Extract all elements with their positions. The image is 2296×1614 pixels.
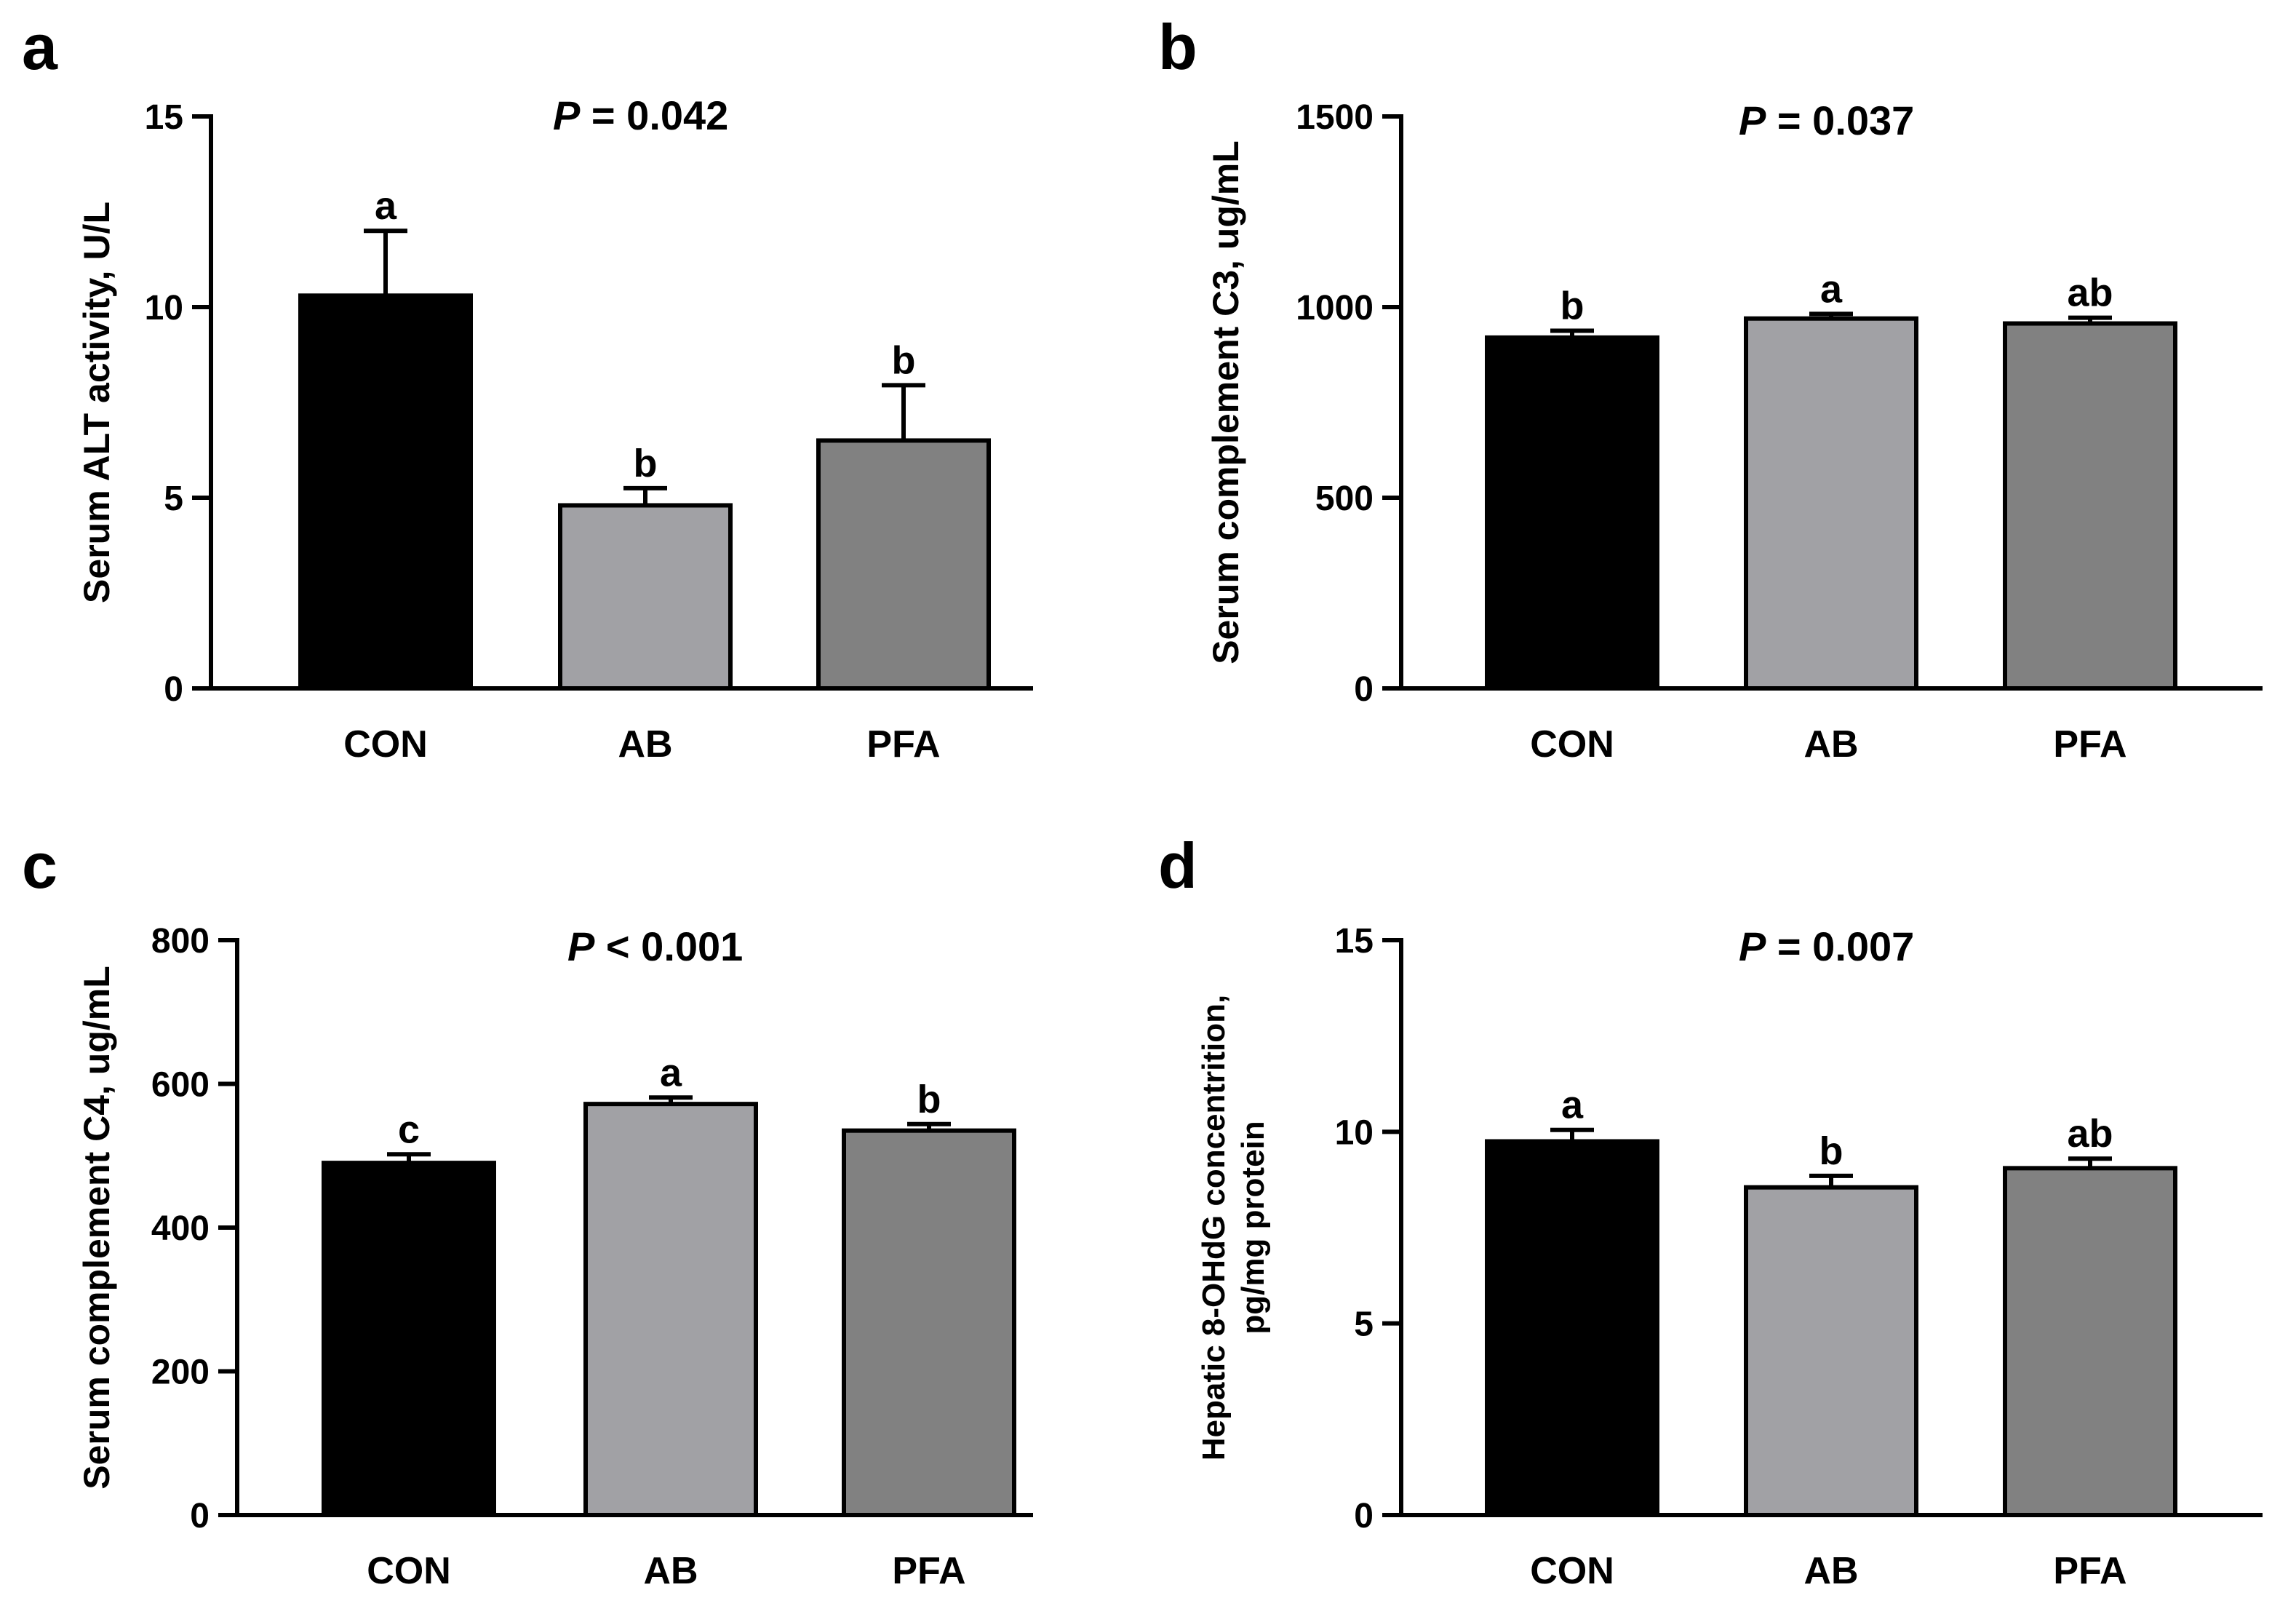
- y-tick-label: 600: [151, 1066, 210, 1105]
- p-value: = 0.007: [1766, 923, 1914, 969]
- y-tick-label: 5: [164, 480, 183, 518]
- significance-label: b: [917, 1078, 941, 1121]
- panel-letter: c: [22, 830, 57, 902]
- significance-label: a: [1820, 267, 1843, 311]
- y-tick-label: 1000: [1296, 289, 1374, 327]
- p-value-label: P = 0.007: [1739, 923, 1914, 969]
- significance-label: b: [892, 338, 916, 382]
- bar-ab: [583, 1102, 758, 1517]
- significance-label: a: [375, 184, 397, 228]
- bar-con: [298, 293, 473, 691]
- y-tick-label: 0: [1354, 1497, 1374, 1535]
- bar-con: [1485, 335, 1659, 691]
- x-category-label: CON: [343, 723, 428, 766]
- chart-panel-d: d 0 5 10 15 Hepatic 8-OHdG concentrition, pg/m…: [1158, 830, 2263, 1592]
- p-value: = 0.037: [1766, 98, 1914, 143]
- y-axis-title: Serum ALT activity, U/L: [76, 202, 117, 603]
- y-tick-label: 200: [151, 1353, 210, 1392]
- significance-label: ab: [2067, 271, 2113, 315]
- significance-label: a: [660, 1051, 682, 1094]
- x-category-label: PFA: [866, 723, 940, 766]
- y-tick-label: 400: [151, 1209, 210, 1248]
- significance-label: ab: [2067, 1112, 2113, 1156]
- p-value-label: P = 0.042: [553, 92, 728, 138]
- chart-panel-a: a 0 5 10 15 Serum ALT activity, U/L P = 0.042 a…: [22, 11, 1033, 766]
- x-category-label: CON: [367, 1550, 451, 1592]
- p-symbol: P: [553, 92, 581, 138]
- x-category-label: PFA: [892, 1550, 965, 1592]
- p-symbol: P: [1739, 98, 1766, 143]
- x-category-label: AB: [1803, 1550, 1858, 1592]
- x-category-label: AB: [1803, 723, 1858, 766]
- p-value-label: P = 0.037: [1739, 98, 1914, 143]
- x-category-label: PFA: [2053, 1550, 2126, 1592]
- y-tick-label: 500: [1315, 480, 1374, 518]
- bar-con: [1485, 1139, 1659, 1517]
- y-tick-label: 0: [190, 1497, 210, 1535]
- y-tick-label: 10: [145, 289, 183, 327]
- significance-label: b: [1819, 1129, 1843, 1173]
- x-category-label: PFA: [2053, 723, 2126, 766]
- y-tick-label: 5: [1354, 1305, 1374, 1344]
- p-value-label: P < 0.001: [567, 923, 743, 969]
- y-tick-label: 15: [1335, 922, 1374, 961]
- x-category-label: CON: [1530, 1550, 1614, 1592]
- significance-label: b: [1560, 284, 1585, 327]
- bar-pfa: [2003, 1166, 2177, 1518]
- significance-label: b: [634, 442, 658, 485]
- significance-label: a: [1561, 1084, 1584, 1127]
- y-tick-label: 0: [1354, 670, 1374, 709]
- y-axis-title: pg/mg protein: [1235, 1121, 1271, 1334]
- bar-ab: [1744, 316, 1918, 691]
- chart-panel-c: c 0 200 400 600 800 Serum complement C4, ug/mL…: [22, 830, 1033, 1592]
- p-symbol: P: [567, 923, 595, 969]
- y-axis-title: Serum complement C4, ug/mL: [76, 966, 117, 1490]
- y-tick-label: 1500: [1296, 98, 1374, 137]
- p-value: = 0.042: [580, 92, 728, 138]
- panel-letter: d: [1158, 830, 1197, 902]
- bar-pfa: [2003, 321, 2177, 691]
- y-tick-label: 10: [1335, 1113, 1374, 1152]
- x-category-label: AB: [618, 723, 672, 766]
- panel-letter: a: [22, 11, 58, 83]
- y-axis-title: Serum complement C3, ug/mL: [1205, 140, 1246, 664]
- bar-ab: [1744, 1185, 1918, 1517]
- y-axis-title: Hepatic 8-OHdG concentrition,: [1196, 995, 1232, 1461]
- bar-con: [322, 1161, 496, 1517]
- significance-label: c: [398, 1108, 420, 1151]
- panel-letter: b: [1158, 11, 1197, 83]
- p-value: < 0.001: [594, 923, 743, 969]
- x-category-label: CON: [1530, 723, 1614, 766]
- bar-pfa: [842, 1128, 1016, 1517]
- x-category-label: AB: [643, 1550, 698, 1592]
- p-symbol: P: [1739, 923, 1766, 969]
- y-tick-label: 800: [151, 922, 210, 961]
- y-tick-label: 0: [164, 670, 183, 709]
- y-tick-label: 15: [145, 98, 183, 137]
- chart-panel-b: b 0 500 1000 1500 Serum complement C3, ug/mL P…: [1158, 11, 2263, 766]
- bar-ab: [558, 503, 733, 691]
- bar-pfa: [816, 438, 991, 691]
